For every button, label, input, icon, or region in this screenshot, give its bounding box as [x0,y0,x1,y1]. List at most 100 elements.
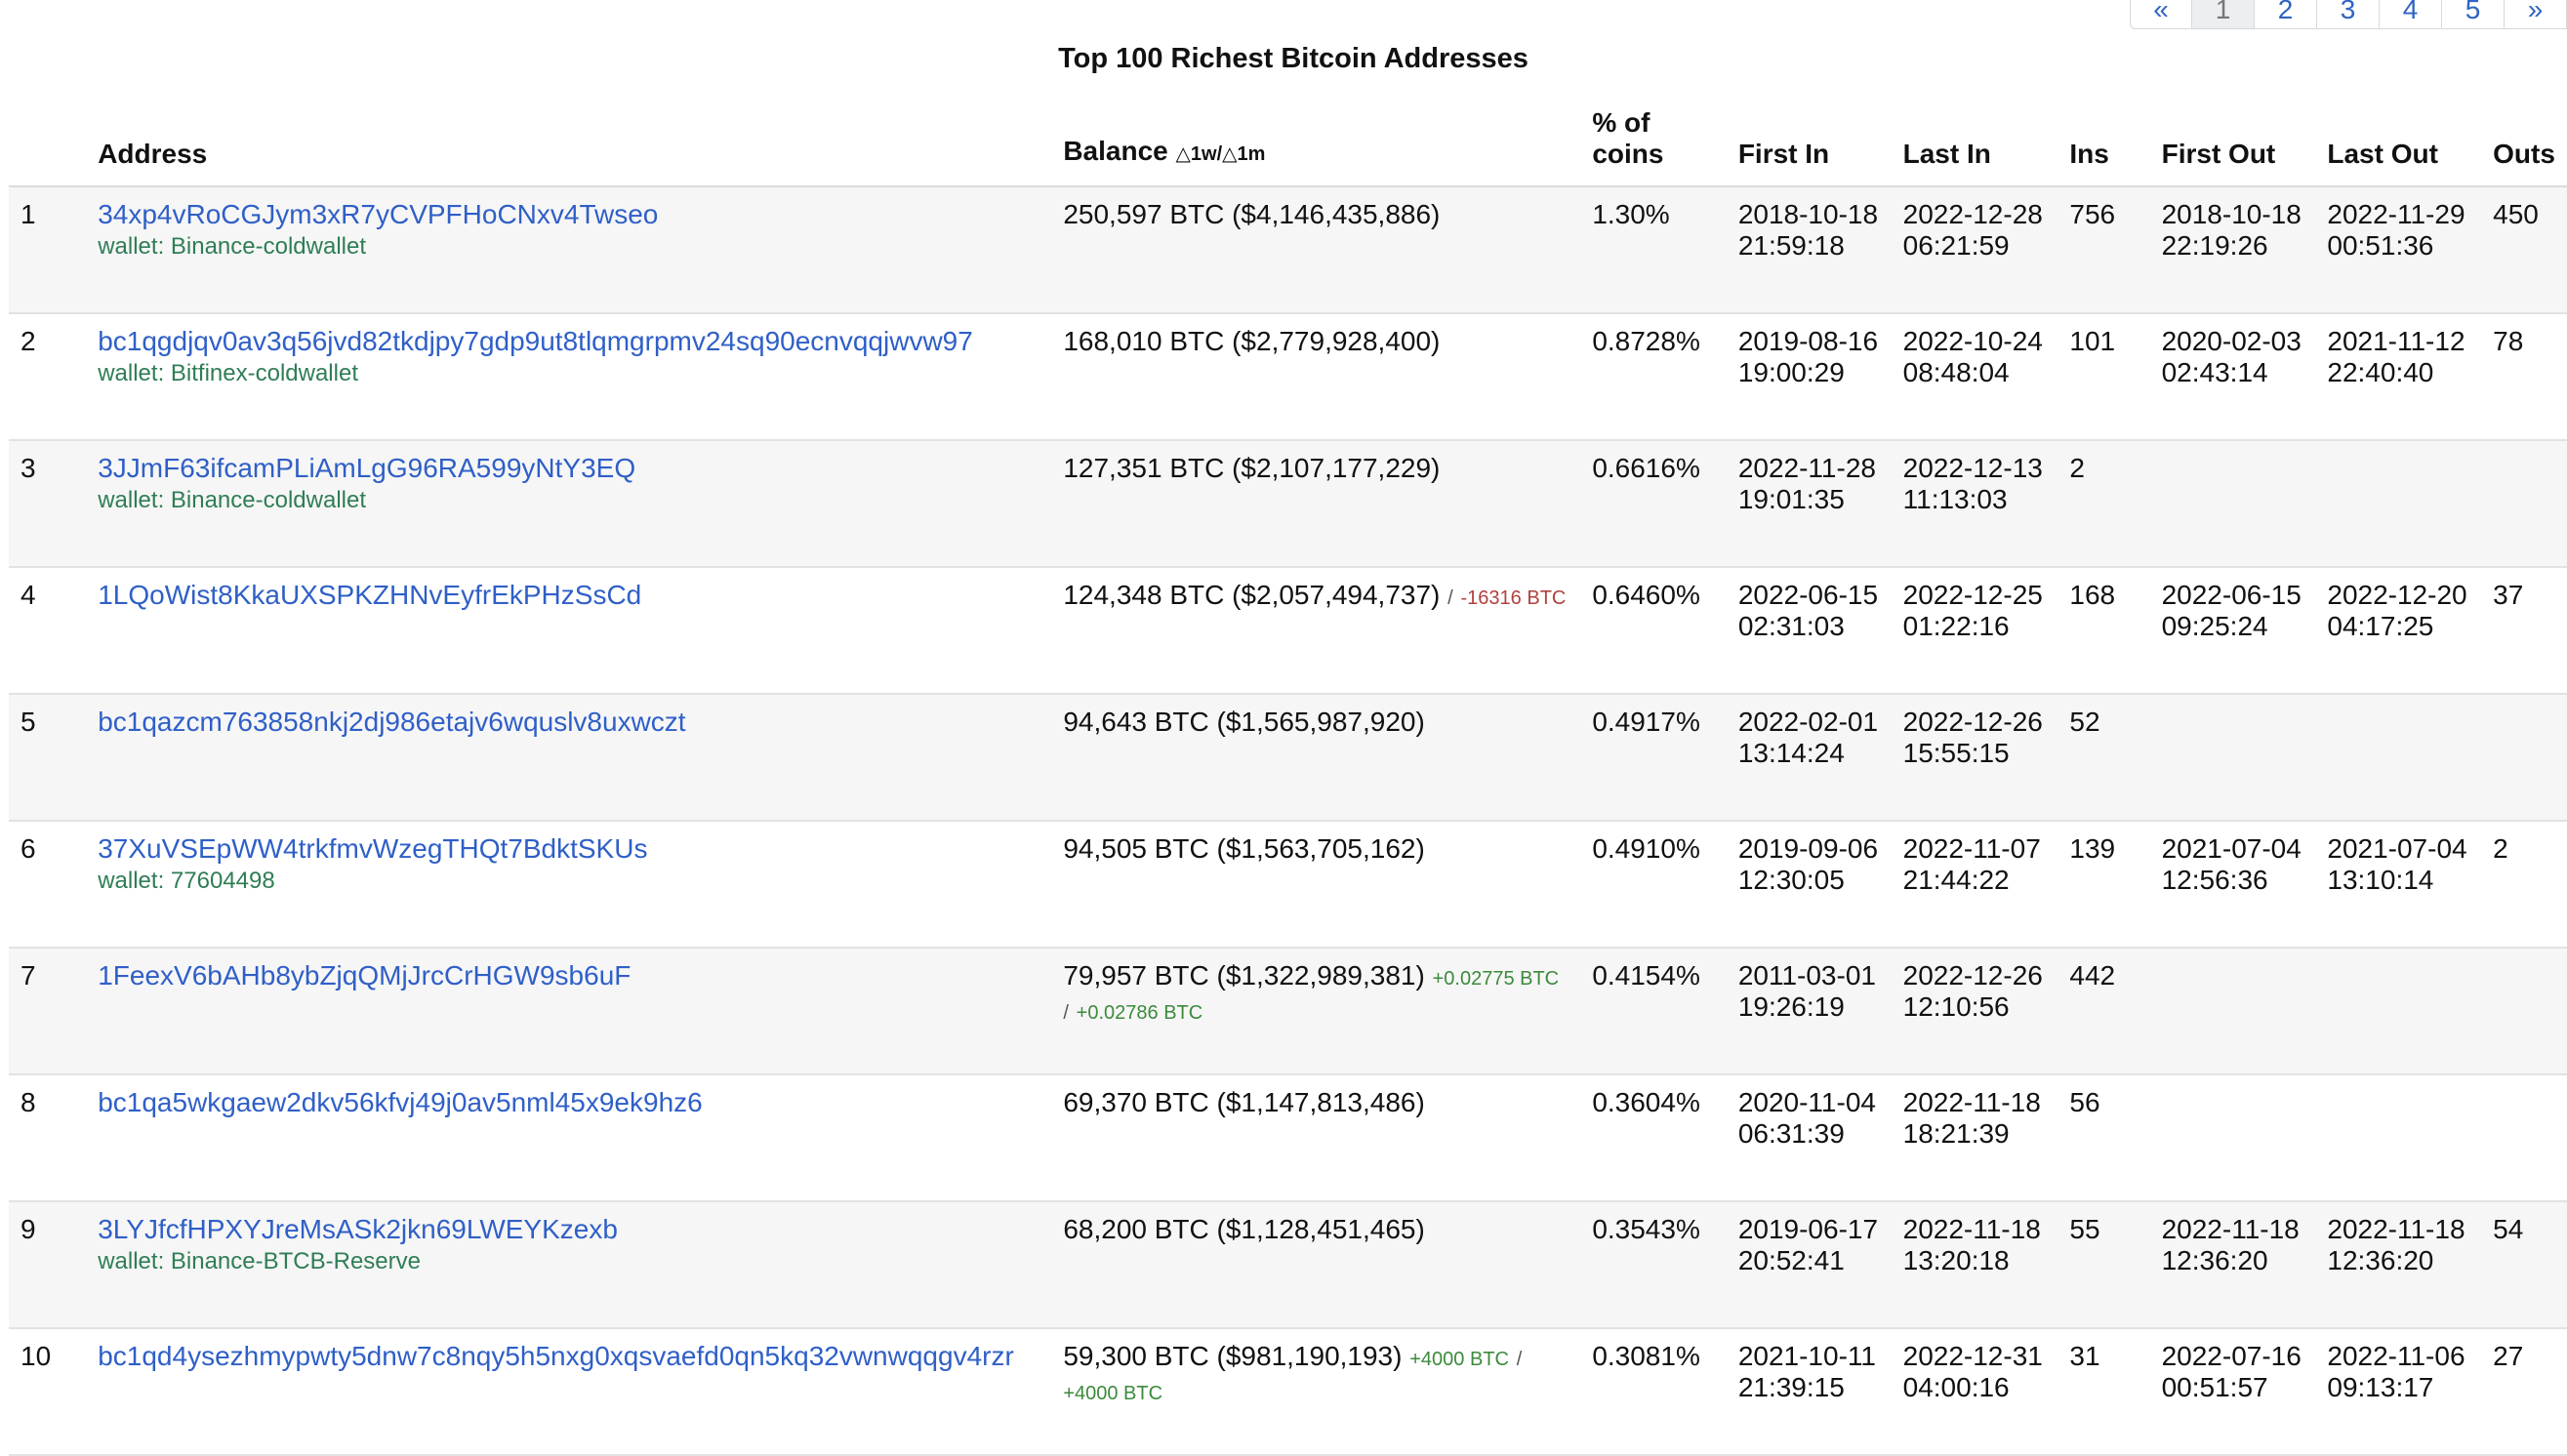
address-cell: 3JJmF63ifcamPLiAmLgG96RA599yNtY3EQ wallet… [86,440,1052,568]
rank-cell: 9 [9,1201,87,1329]
table-body: 1 34xp4vRoCGJym3xR7yCVPFHoCNxv4Twseo walle… [9,186,2567,1456]
percent-cell: 0.4917% [1580,694,1727,822]
ins-cell: 31 [2058,1328,2150,1456]
address-link[interactable]: 1LQoWist8KkaUXSPKZHNvEyfrEkPHzSsCd [98,580,642,610]
balance-cell: 68,200 BTC ($1,128,451,465) [1051,1201,1581,1329]
pagination-prev[interactable]: « [2130,0,2192,29]
first-out-cell: 2022-07-16 00:51:57 [2149,1328,2316,1456]
percent-cell: 0.8728% [1580,313,1727,441]
rank-cell: 3 [9,440,87,568]
wallet-label[interactable]: wallet: Binance-BTCB-Reserve [98,1248,421,1274]
pagination-page-2[interactable]: 2 [2255,0,2317,29]
balance-value: 250,597 BTC ($4,146,435,886) [1063,199,1441,229]
first-out-cell: 2020-02-03 02:43:14 [2149,313,2316,441]
first-in-cell: 2022-06-15 02:31:03 [1726,567,1892,695]
address-cell: 34xp4vRoCGJym3xR7yCVPFHoCNxv4Twseo wallet… [86,186,1052,314]
address-link[interactable]: 37XuVSEpWW4trkfmvWzegTHQt7BdktSKUs [98,833,648,864]
table-row: 4 1LQoWist8KkaUXSPKZHNvEyfrEkPHzSsCd 124,3… [9,567,2567,695]
address-link[interactable]: 3LYJfcfHPXYJreMsASk2jkn69LWEYKzexb [98,1214,618,1244]
first-in-cell: 2018-10-18 21:59:18 [1726,186,1892,314]
last-out-cell: 2022-11-29 00:51:36 [2315,186,2482,314]
first-in-cell: 2019-09-06 12:30:05 [1726,821,1892,949]
balance-cell: 79,957 BTC ($1,322,989,381) +0.02775 BTC… [1051,948,1581,1075]
last-in-cell: 2022-12-25 01:22:16 [1891,567,2058,695]
balance-value: 168,010 BTC ($2,779,928,400) [1063,326,1441,356]
pagination-page-5[interactable]: 5 [2442,0,2505,29]
balance-value: 69,370 BTC ($1,147,813,486) [1063,1087,1425,1117]
col-ins: Ins [2058,96,2150,187]
col-address: Address [86,96,1052,187]
address-cell: 1LQoWist8KkaUXSPKZHNvEyfrEkPHzSsCd [86,567,1052,695]
first-in-cell: 2022-02-01 13:14:24 [1726,694,1892,822]
last-out-cell: 2022-11-06 09:13:17 [2315,1328,2482,1456]
last-in-cell: 2022-12-13 11:13:03 [1891,440,2058,568]
table-row: 9 3LYJfcfHPXYJreMsASk2jkn69LWEYKzexb walle… [9,1201,2567,1329]
rank-cell: 10 [9,1328,87,1456]
last-in-cell: 2022-12-26 12:10:56 [1891,948,2058,1075]
first-out-cell: 2022-06-15 09:25:24 [2149,567,2316,695]
col-balance-label: Balance [1063,136,1168,166]
pagination-page-4[interactable]: 4 [2380,0,2442,29]
percent-cell: 0.6616% [1580,440,1727,568]
wallet-label[interactable]: wallet: Binance-coldwallet [98,487,367,513]
outs-cell [2481,948,2567,1075]
address-cell: bc1qazcm763858nkj2dj986etajv6wquslv8uxwc… [86,694,1052,822]
last-in-cell: 2022-12-31 04:00:16 [1891,1328,2058,1456]
balance-change-separator: / [1063,1002,1069,1024]
ins-cell: 139 [2058,821,2150,949]
address-link[interactable]: bc1qazcm763858nkj2dj986etajv6wquslv8uxwc… [98,707,686,737]
address-cell: bc1qa5wkgaew2dkv56kfvj49j0av5nml45x9ek9h… [86,1074,1052,1202]
pagination-next[interactable]: » [2505,0,2567,29]
page-title: Top 100 Richest Bitcoin Addresses [1058,43,1528,74]
address-link[interactable]: 34xp4vRoCGJym3xR7yCVPFHoCNxv4Twseo [98,199,659,229]
rank-cell: 2 [9,313,87,441]
rank-cell: 1 [9,186,87,314]
col-balance: Balance △1w/△1m [1051,96,1581,187]
table-row: 8 bc1qa5wkgaew2dkv56kfvj49j0av5nml45x9ek9… [9,1074,2567,1202]
last-in-cell: 2022-11-18 13:20:18 [1891,1201,2058,1329]
last-in-cell: 2022-12-26 15:55:15 [1891,694,2058,822]
address-cell: bc1qgdjqv0av3q56jvd82tkdjpy7gdp9ut8tlqmg… [86,313,1052,441]
wallet-label[interactable]: wallet: 77604498 [98,868,275,894]
balance-cell: 94,505 BTC ($1,563,705,162) [1051,821,1581,949]
address-cell: 1FeexV6bAHb8ybZjqQMjJrcCrHGW9sb6uF [86,948,1052,1075]
address-link[interactable]: bc1qgdjqv0av3q56jvd82tkdjpy7gdp9ut8tlqmg… [98,326,973,356]
first-out-cell [2149,694,2316,822]
balance-change-1m: -16316 BTC [1460,587,1567,609]
percent-cell: 0.4154% [1580,948,1727,1075]
wallet-label[interactable]: wallet: Binance-coldwallet [98,233,367,260]
balance-cell: 250,597 BTC ($4,146,435,886) [1051,186,1581,314]
col-rank [9,96,87,187]
first-out-cell [2149,948,2316,1075]
last-in-cell: 2022-11-18 18:21:39 [1891,1074,2058,1202]
ins-cell: 52 [2058,694,2150,822]
first-in-cell: 2011-03-01 19:26:19 [1726,948,1892,1075]
percent-cell: 0.6460% [1580,567,1727,695]
table-row: 3 3JJmF63ifcamPLiAmLgG96RA599yNtY3EQ walle… [9,440,2567,568]
last-out-cell: 2022-12-20 04:17:25 [2315,567,2482,695]
col-balance-delta: △1w/△1m [1175,143,1266,165]
pagination-page-1[interactable]: 1 [2192,0,2255,29]
pagination-page-3[interactable]: 3 [2317,0,2380,29]
address-link[interactable]: 1FeexV6bAHb8ybZjqQMjJrcCrHGW9sb6uF [98,960,632,991]
first-out-cell [2149,440,2316,568]
wallet-label[interactable]: wallet: Bitfinex-coldwallet [98,360,358,386]
col-outs: Outs [2481,96,2567,187]
balance-change-separator: / [1516,1349,1523,1370]
percent-cell: 0.4910% [1580,821,1727,949]
last-out-cell: 2021-07-04 13:10:14 [2315,821,2482,949]
table-row: 10 bc1qd4ysezhmypwty5dnw7c8nqy5h5nxg0xqsv… [9,1328,2567,1456]
col-first-in: First In [1726,96,1892,187]
ins-cell: 442 [2058,948,2150,1075]
outs-cell: 37 [2481,567,2567,695]
col-last-in: Last In [1891,96,2058,187]
address-link[interactable]: bc1qa5wkgaew2dkv56kfvj49j0av5nml45x9ek9h… [98,1087,703,1117]
first-in-cell: 2019-08-16 19:00:29 [1726,313,1892,441]
percent-cell: 0.3543% [1580,1201,1727,1329]
table-header-row: Address Balance △1w/△1m % of coins First… [9,96,2567,187]
balance-value: 94,643 BTC ($1,565,987,920) [1063,707,1425,737]
address-link[interactable]: 3JJmF63ifcamPLiAmLgG96RA599yNtY3EQ [98,453,636,483]
outs-cell [2481,440,2567,568]
ins-cell: 56 [2058,1074,2150,1202]
address-link[interactable]: bc1qd4ysezhmypwty5dnw7c8nqy5h5nxg0xqsvae… [98,1341,1014,1371]
